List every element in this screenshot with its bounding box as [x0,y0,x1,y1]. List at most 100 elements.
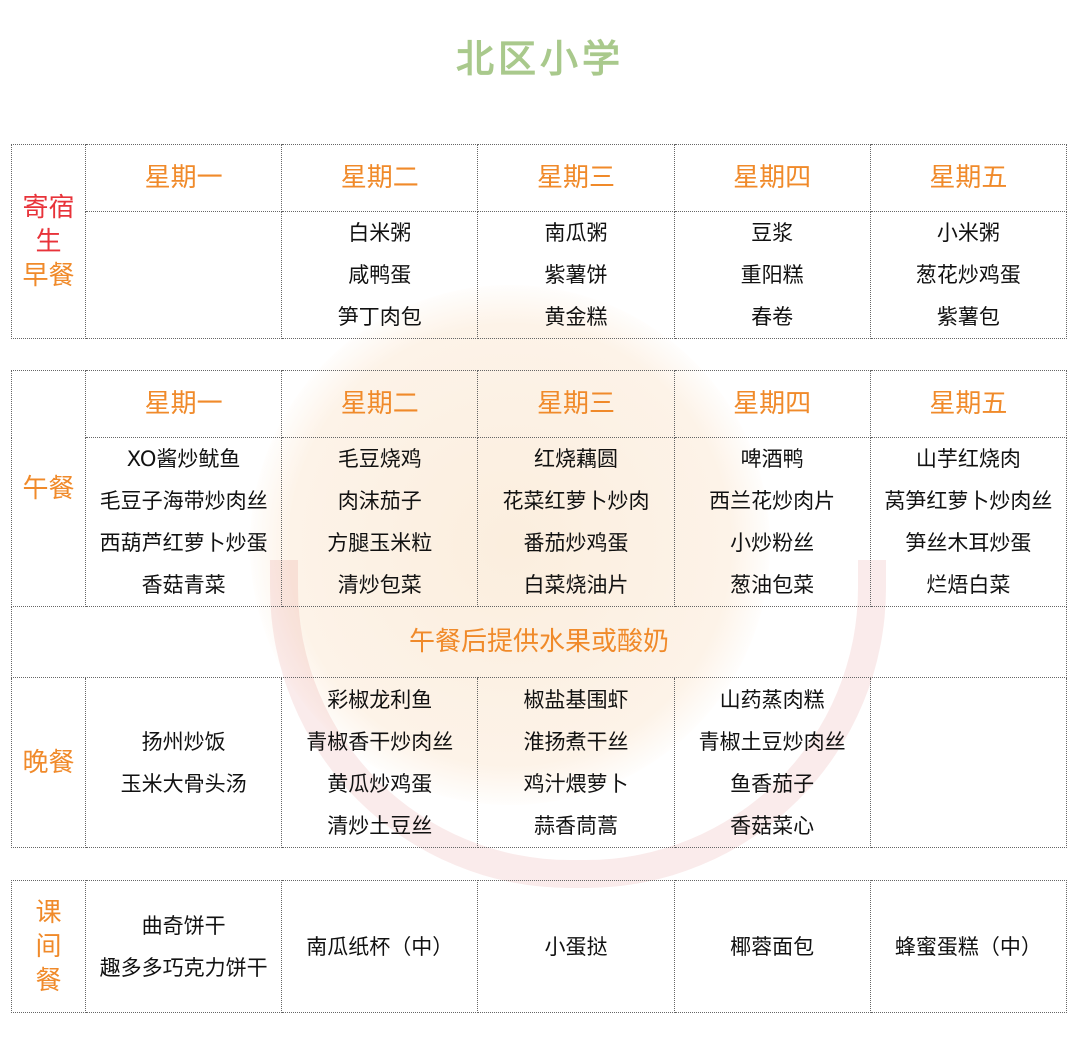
lunch-note: 午餐后提供水果或酸奶 [11,606,1067,678]
label-line: 餐 [35,965,62,996]
dish: 山芋红烧肉 [915,447,1021,471]
dish: 毛豆烧鸡 [337,447,422,471]
dish: 重阳糕 [740,263,804,287]
menu-cell [869,677,1068,848]
dish: 扬州炒饭 [141,729,226,754]
dish: 紫薯饼 [544,263,608,287]
dish: 清炒土豆丝 [327,813,433,838]
menu-cell: 山药蒸肉糕青椒土豆炒肉丝 鱼香茄子香菇菜心 [673,677,871,848]
menu-cell: 红烧藕圆花菜红萝卜炒肉 番茄炒鸡蛋白菜烧油片 [477,437,675,607]
dish: 青椒土豆炒肉丝 [698,729,846,754]
dish: 花菜红萝卜炒肉 [502,489,650,513]
dish: 青椒香干炒肉丝 [306,729,454,754]
label-line: 间 [35,931,62,962]
dish: 笋丝木耳炒蛋 [905,531,1032,555]
dish: 南瓜纸杯（中） [306,934,454,959]
dish: 玉米大骨头汤 [120,771,247,796]
dish: 小蛋挞 [544,934,608,959]
menu-cell: 彩椒龙利鱼青椒香干炒肉丝 黄瓜炒鸡蛋清炒土豆丝 [281,677,479,848]
breakfast-table: 寄宿 生 早餐 星期一 星期二 星期三 星期四 星期五 白米粥 咸鸭蛋 笋丁肉包 南瓜… [11,144,1068,339]
day-header: 星期四 [673,144,871,212]
dish: 鱼香茄子 [730,771,815,796]
dish: 山药蒸肉糕 [719,687,825,712]
label-line: 课 [35,897,62,928]
dish: 毛豆子海带炒肉丝 [99,489,268,513]
menu-row: 课 间 餐 曲奇饼干 趣多多巧克力饼干 南瓜纸杯（中） 小蛋挞 椰蓉面包 蜂蜜蛋糕（中） [11,880,1068,1013]
label-line: 早餐 [22,260,75,291]
dish: 葱油包菜 [730,573,815,597]
menu-cell: 扬州炒饭玉米大骨头汤 [84,677,283,848]
menu-cell: 豆浆 重阳糕 春卷 [673,211,871,339]
dish: 方腿玉米粒 [327,531,433,555]
label-line: 寄宿 [22,192,75,223]
dish: 西葫芦红萝卜炒蛋 [99,531,268,555]
dish: 莴笋红萝卜炒肉丝 [884,489,1053,513]
lunch-label: 午餐 [11,370,86,607]
dish: 淮扬煮干丝 [523,729,629,754]
menu-cell: 山芋红烧肉莴笋红萝卜炒肉丝 笋丝木耳炒蛋 烂焐白菜 [869,437,1068,607]
dish: 紫薯包 [936,305,1000,329]
dish: 香菇菜心 [730,813,815,838]
dish: 清炒包菜 [337,573,422,597]
dish: 蒜香茼蒿 [533,813,618,838]
menu-cell: 啤酒鸭西兰花炒肉片 小炒粉丝葱油包菜 [673,437,871,607]
day-header: 星期四 [673,370,871,438]
menu-cell: 曲奇饼干趣多多巧克力饼干 [84,880,283,1013]
dish: 笋丁肉包 [337,305,422,329]
dish: 烂焐白菜 [926,573,1011,597]
menu-cell: 南瓜粥 紫薯饼 黄金糕 [477,211,675,339]
day-header: 星期五 [869,144,1068,212]
menu-cell: XO酱炒鱿鱼毛豆子海带炒肉丝 西葫芦红萝卜炒蛋 香菇青菜 [84,437,283,607]
dish: 番茄炒鸡蛋 [523,531,629,555]
dish: 葱花炒鸡蛋 [915,263,1021,287]
day-header: 星期三 [477,144,675,212]
dish: 趣多多巧克力饼干 [99,955,268,980]
day-header: 星期一 [84,144,283,212]
menu-row: 白米粥 咸鸭蛋 笋丁肉包 南瓜粥 紫薯饼 黄金糕 豆浆 重阳糕 春卷 小米粥 葱花炒鸡蛋 紫薯包 [12,211,1068,339]
dish: 春卷 [751,305,794,329]
menu-row: XO酱炒鱿鱼 毛豆子海带炒肉丝 西葫芦红萝卜炒蛋 香菇青菜 毛豆烧鸡 肉沫茄子 方腿玉米粒清… [12,437,1068,607]
dish: 白菜烧油片 [523,573,629,597]
menu-cell: 椰蓉面包 [673,880,871,1013]
dish: 曲奇饼干 [141,913,226,938]
menu-row: 晚餐 扬州炒饭 玉米大骨头汤 彩椒龙利鱼 青椒香干炒肉丝 黄瓜炒鸡蛋 清炒土豆丝 椒盐基围虾… [11,677,1068,848]
day-header: 星期二 [281,144,479,212]
menu-cell: 椒盐基围虾淮扬煮干丝鸡汁煨萝卜蒜香茼蒿 [477,677,675,848]
lunch-dinner-table: 午餐 星期一 星期二 星期三 星期四 星期五 XO酱炒鱿鱼毛豆子海带炒肉丝 西葫芦… [11,370,1068,848]
menu-cell [84,211,283,339]
day-header: 星期一 [84,370,283,438]
snack-label: 课 间 餐 [11,880,86,1013]
dish: 鸡汁煨萝卜 [523,771,629,796]
menu-cell: 小蛋挞 [477,880,675,1013]
page-title: 北区小学 [455,37,624,81]
day-header: 星期二 [281,370,479,438]
dish: XO酱炒鱿鱼 [126,447,241,471]
dish: 香菇青菜 [141,573,226,597]
dish: 黄金糕 [544,305,608,329]
dish: 黄瓜炒鸡蛋 [327,771,433,796]
menu-cell: 蜂蜜蛋糕（中） [869,880,1068,1013]
dish: 肉沫茄子 [337,489,422,513]
dinner-label: 晚餐 [11,677,86,848]
dish: 蜂蜜蛋糕（中） [894,934,1042,959]
dish: 豆浆 [751,221,794,245]
menu-cell: 白米粥 咸鸭蛋 笋丁肉包 [281,211,479,339]
dish: 彩椒龙利鱼 [327,687,433,712]
day-header: 星期五 [869,370,1068,438]
dish: 南瓜粥 [544,221,608,245]
dish: 椰蓉面包 [730,934,815,959]
menu-cell: 小米粥葱花炒鸡蛋紫薯包 [869,211,1068,339]
dish: 啤酒鸭 [740,447,804,471]
dish: 咸鸭蛋 [348,263,412,287]
menu-cell: 毛豆烧鸡肉沫茄子方腿玉米粒清炒包菜 [281,437,479,607]
dish: 西兰花炒肉片 [709,489,836,513]
dish: 小炒粉丝 [730,531,815,555]
breakfast-label: 寄宿 生 早餐 [11,144,86,339]
dish: 小米粥 [936,221,1000,245]
dish: 红烧藕圆 [533,447,618,471]
day-header: 星期三 [477,370,675,438]
snack-table: 课 间 餐 曲奇饼干 趣多多巧克力饼干 南瓜纸杯（中） 小蛋挞 椰蓉面包 蜂蜜蛋糕（中） [11,880,1068,1013]
dish: 椒盐基围虾 [523,687,629,712]
menu-cell: 南瓜纸杯（中） [281,880,479,1013]
